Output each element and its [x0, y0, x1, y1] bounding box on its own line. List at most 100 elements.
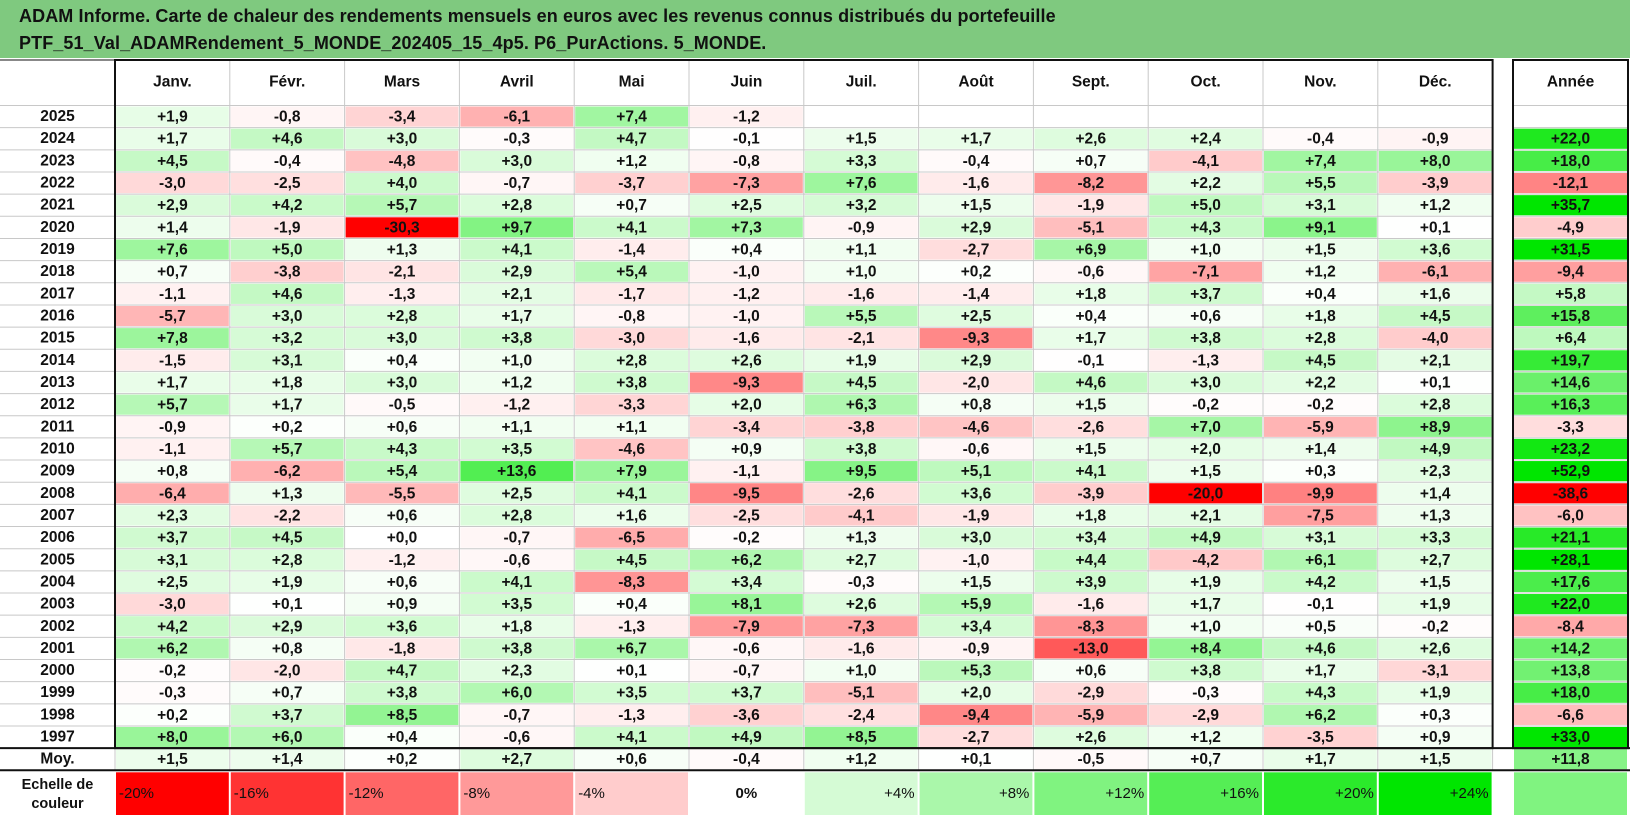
heat-cell-value: -0,8 — [274, 109, 301, 126]
heat-cell-value: +4,5 — [846, 375, 877, 392]
heat-cell-value: +5,7 — [387, 197, 418, 214]
heat-cell-value: +8,1 — [731, 596, 762, 613]
heat-cell-value: +1,8 — [1305, 308, 1336, 325]
heat-cell-value: -0,6 — [963, 441, 990, 458]
heat-cell — [230, 682, 344, 703]
scale-swatch — [690, 772, 803, 815]
heat-cell — [1034, 416, 1148, 437]
heat-cell-value: +0,4 — [731, 242, 762, 259]
heat-cell — [1149, 239, 1262, 260]
heat-cell-value: -3,8 — [274, 264, 301, 281]
column-header-8: Août — [958, 74, 993, 91]
scale-swatch — [345, 772, 459, 815]
row-label-2016: 2016 — [40, 308, 75, 325]
annual-cell-value: +18,0 — [1551, 685, 1590, 702]
heat-cell-value: +1,2 — [501, 375, 532, 392]
heat-cell — [575, 461, 688, 482]
heat-cell-value: +1,5 — [1305, 242, 1336, 259]
heat-cell — [919, 726, 1033, 748]
heat-cell-value: +1,3 — [387, 242, 418, 259]
annual-cell — [1514, 549, 1627, 570]
heat-cell — [116, 372, 229, 393]
heat-cell — [919, 416, 1033, 437]
heat-cell — [1149, 128, 1262, 149]
heat-cell-value: -9,3 — [733, 375, 760, 392]
heat-cell-value: +8,9 — [1420, 419, 1451, 436]
heat-cell — [1149, 195, 1262, 216]
heat-cell-value: +1,7 — [961, 131, 992, 148]
heat-cell — [1378, 261, 1492, 282]
heat-cell — [690, 195, 803, 216]
heat-cell-value: -2,5 — [274, 175, 301, 192]
heat-cell — [1378, 616, 1492, 637]
heat-cell-value: +0,6 — [1075, 663, 1106, 680]
heat-cell — [230, 195, 344, 216]
heat-cell — [919, 328, 1033, 349]
heat-cell — [230, 372, 344, 393]
annual-cell — [1514, 261, 1627, 282]
heat-cell-value: +7,6 — [846, 175, 877, 192]
heat-cell — [1149, 682, 1262, 703]
heat-cell-value: +3,2 — [846, 197, 877, 214]
heat-cell — [1034, 305, 1148, 327]
heat-cell-value: +2,6 — [1075, 131, 1106, 148]
heat-cell — [804, 239, 918, 260]
heat-cell-value: -5,7 — [159, 308, 186, 325]
heat-cell — [690, 394, 803, 415]
heat-cell — [1264, 106, 1377, 127]
heat-cell-value: +0,7 — [157, 264, 188, 281]
header-row-bg — [0, 60, 1630, 104]
heat-cell-value: +4,0 — [387, 175, 418, 192]
heat-cell — [919, 660, 1033, 681]
column-header-10: Oct. — [1191, 74, 1221, 91]
heat-cell — [804, 527, 918, 548]
heat-cell — [1378, 372, 1492, 393]
annual-cell — [1514, 328, 1627, 349]
heat-cell-value: +0,2 — [272, 419, 303, 436]
heat-cell — [1264, 571, 1377, 593]
heat-cell — [230, 616, 344, 637]
heat-cell-value: -1,6 — [733, 330, 760, 347]
heat-cell — [1149, 616, 1262, 637]
heat-cell-value: +2,5 — [731, 197, 762, 214]
scale-label: -20% — [119, 785, 154, 802]
heat-cell-value: +2,8 — [616, 352, 647, 369]
heat-cell-value: -1,9 — [963, 507, 990, 524]
heat-cell-value: -9,5 — [733, 485, 760, 502]
heat-cell — [345, 239, 459, 260]
average-cell — [575, 749, 688, 770]
heat-cell — [116, 128, 229, 149]
heat-cell-value: +2,2 — [1305, 375, 1336, 392]
heat-cell — [230, 638, 344, 659]
heat-cell — [804, 461, 918, 482]
annual-cell — [1514, 394, 1627, 415]
heat-cell — [1034, 682, 1148, 703]
average-cell-value: +0,7 — [1190, 751, 1221, 768]
heat-cell-value: -4,6 — [618, 441, 645, 458]
heat-cell-value: -1,6 — [1077, 596, 1104, 613]
heat-cell — [116, 461, 229, 482]
heat-cell-value: +1,5 — [961, 197, 992, 214]
heat-cell — [919, 195, 1033, 216]
heat-cell-value: -0,6 — [503, 552, 530, 569]
heat-cell-value: +1,0 — [846, 663, 877, 680]
scale-swatch — [919, 772, 1033, 815]
heat-cell — [690, 438, 803, 460]
heat-cell-value: -1,2 — [733, 286, 760, 303]
heat-cell — [460, 372, 574, 393]
heat-cell-value: -0,7 — [503, 707, 530, 724]
heat-cell-value: -5,1 — [1077, 219, 1104, 236]
heat-cell-value: +1,8 — [272, 375, 303, 392]
annual-cell-value: +22,0 — [1551, 596, 1590, 613]
heat-cell-value: -0,3 — [1192, 685, 1219, 702]
heat-cell — [345, 350, 459, 371]
row-label-2010: 2010 — [40, 440, 74, 457]
annual-cell-value: +33,0 — [1551, 729, 1590, 746]
annual-cell-value: -3,3 — [1557, 419, 1584, 436]
row-label-2019: 2019 — [40, 241, 75, 258]
heat-cell — [1149, 594, 1262, 615]
heat-cell — [345, 505, 459, 526]
heat-cell-value: +2,5 — [961, 308, 992, 325]
annual-cell — [1514, 372, 1627, 393]
heat-cell — [919, 217, 1033, 238]
